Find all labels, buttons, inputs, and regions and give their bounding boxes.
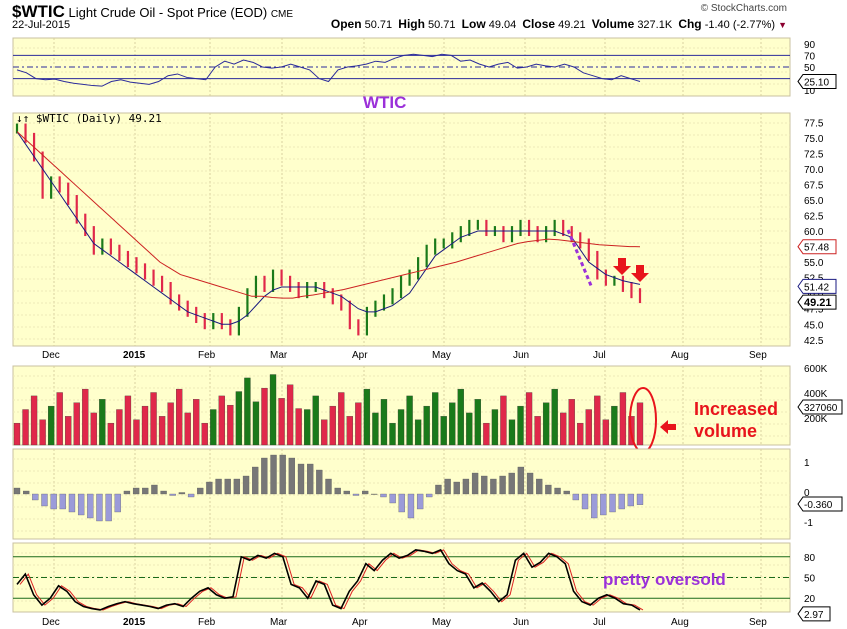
svg-text:60.0: 60.0 <box>804 227 824 238</box>
svg-text:70.0: 70.0 <box>804 165 824 176</box>
svg-text:Mar: Mar <box>270 617 288 628</box>
chg-value: -1.40 (-2.77%) <box>704 19 776 31</box>
svg-text:Jul: Jul <box>593 617 606 628</box>
svg-text:25.10: 25.10 <box>804 77 829 88</box>
low-value: 49.04 <box>488 19 517 31</box>
svg-text:200K: 200K <box>804 414 828 425</box>
watermark: © StockCharts.com <box>700 3 787 14</box>
symbol-name: Light Crude Oil - Spot Price (EOD) <box>68 5 268 20</box>
svg-text:70: 70 <box>804 51 816 62</box>
high-label: High <box>398 17 425 31</box>
svg-text:51.42: 51.42 <box>804 282 829 293</box>
svg-text:45.0: 45.0 <box>804 320 824 331</box>
svg-text:Dec: Dec <box>42 350 60 361</box>
svg-text:600K: 600K <box>804 364 828 375</box>
svg-text:Jul: Jul <box>593 350 606 361</box>
annotation-increased-volume: Increased volume <box>694 398 778 442</box>
svg-text:57.48: 57.48 <box>804 243 829 254</box>
svg-text:72.5: 72.5 <box>804 149 824 160</box>
svg-text:90: 90 <box>804 40 816 51</box>
svg-text:75.0: 75.0 <box>804 134 824 145</box>
low-label: Low <box>461 17 486 31</box>
svg-text:50: 50 <box>804 574 816 585</box>
svg-text:Mar: Mar <box>270 350 288 361</box>
svg-text:↓↑ $WTIC (Daily) 49.21: ↓↑ $WTIC (Daily) 49.21 <box>16 112 162 125</box>
svg-text:Apr: Apr <box>352 617 368 628</box>
symbol: $WTIC <box>12 2 65 21</box>
high-value: 50.71 <box>428 19 456 31</box>
svg-text:Apr: Apr <box>352 350 368 361</box>
svg-text:Dec: Dec <box>42 617 60 628</box>
svg-text:400K: 400K <box>804 389 828 400</box>
annotation-line1: Increased <box>694 399 779 419</box>
svg-text:Aug: Aug <box>671 350 689 361</box>
svg-text:10: 10 <box>804 86 816 97</box>
svg-text:Jun: Jun <box>513 350 529 361</box>
svg-text:327060: 327060 <box>804 403 838 414</box>
svg-text:-0.360: -0.360 <box>804 500 833 511</box>
svg-text:2.97: 2.97 <box>804 610 824 621</box>
volume-label: Volume <box>591 17 635 31</box>
svg-text:77.5: 77.5 <box>804 118 824 129</box>
svg-text:Feb: Feb <box>198 617 216 628</box>
annotation-oversold: pretty oversold <box>603 570 726 589</box>
svg-text:80: 80 <box>804 553 816 564</box>
svg-text:20: 20 <box>804 594 816 605</box>
chart-date: 22-Jul-2015 <box>12 19 71 31</box>
svg-text:50: 50 <box>804 63 816 74</box>
chart-title: $WTIC Light Crude Oil - Spot Price (EOD)… <box>12 2 293 22</box>
close-label: Close <box>522 17 556 31</box>
svg-text:65.0: 65.0 <box>804 196 824 207</box>
chg-label: Chg <box>678 17 702 31</box>
svg-text:47.5: 47.5 <box>804 305 824 316</box>
svg-text:2015: 2015 <box>123 617 146 628</box>
close-value: 49.21 <box>558 19 586 31</box>
svg-text:62.5: 62.5 <box>804 212 824 223</box>
svg-text:Sep: Sep <box>749 617 767 628</box>
svg-text:2015: 2015 <box>123 350 146 361</box>
svg-text:Sep: Sep <box>749 350 767 361</box>
exchange: CME <box>270 9 294 20</box>
svg-text:1: 1 <box>804 458 810 469</box>
svg-text:May: May <box>432 350 451 361</box>
annotation-line2: volume <box>694 421 758 441</box>
ohlc-bar: Open 50.71 High 50.71 Low 49.04 Close 49… <box>331 17 787 31</box>
svg-text:55.0: 55.0 <box>804 258 824 269</box>
svg-text:May: May <box>432 617 451 628</box>
svg-text:-1: -1 <box>804 518 813 529</box>
svg-text:Aug: Aug <box>671 617 689 628</box>
volume-value: 327.1K <box>637 19 673 31</box>
svg-text:Jun: Jun <box>513 617 529 628</box>
annotation-wtic: WTIC <box>363 93 407 112</box>
svg-text:67.5: 67.5 <box>804 180 824 191</box>
open-value: 50.71 <box>364 19 393 31</box>
svg-text:Feb: Feb <box>198 350 216 361</box>
svg-text:0: 0 <box>804 488 810 499</box>
svg-text:49.21: 49.21 <box>804 297 832 309</box>
svg-text:42.5: 42.5 <box>804 336 824 347</box>
down-triangle-icon: ▼ <box>778 20 787 30</box>
open-label: Open <box>330 17 362 31</box>
